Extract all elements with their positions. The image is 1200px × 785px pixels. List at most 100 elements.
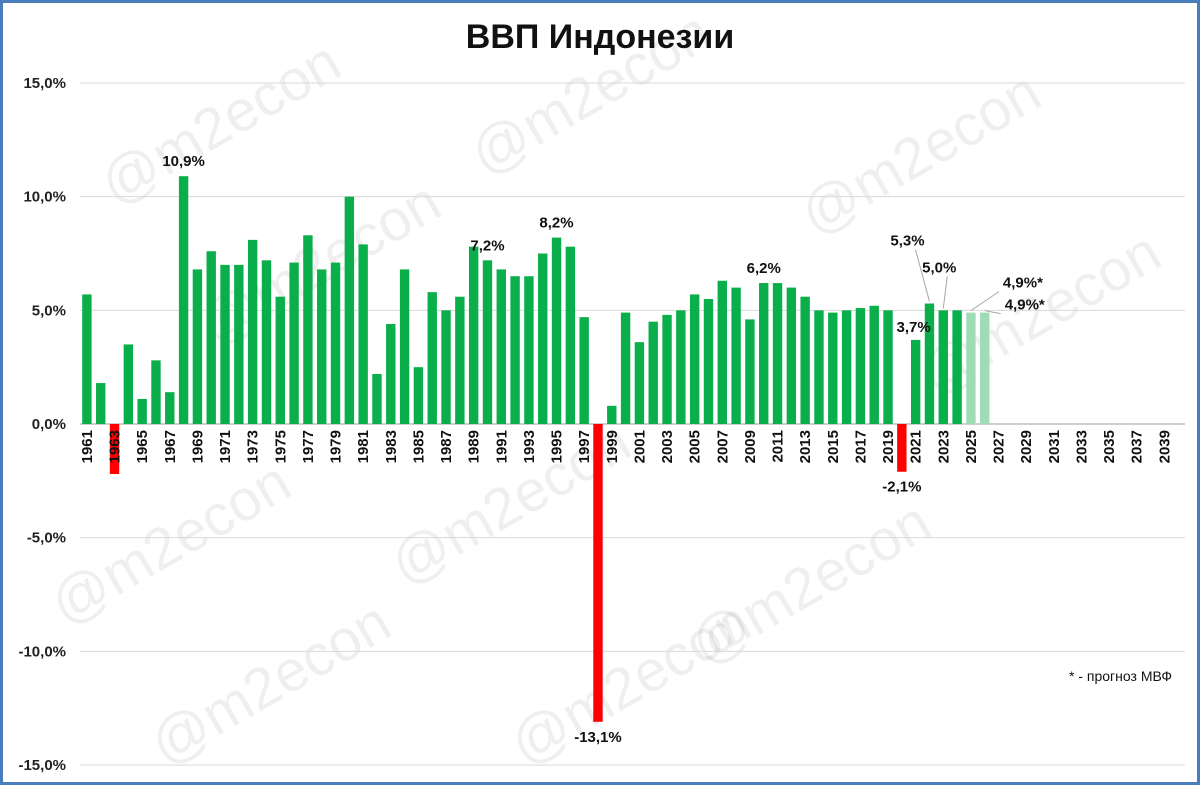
x-tick-label: 2029 xyxy=(1018,430,1035,463)
gdp-bar xyxy=(662,314,672,424)
gdp-bar xyxy=(814,310,824,424)
gdp-bar xyxy=(427,292,437,424)
gdp-bar xyxy=(800,296,810,424)
x-tick-label: 2015 xyxy=(825,430,842,463)
gdp-bar xyxy=(358,244,368,424)
x-tick-label: 2027 xyxy=(991,430,1008,463)
gdp-bar xyxy=(897,424,907,472)
watermark-text: @m2econ xyxy=(789,59,1051,248)
gdp-bar xyxy=(344,196,355,424)
gdp-bar xyxy=(648,321,658,424)
y-tick-label: 15,0% xyxy=(23,75,66,92)
watermark-text: @m2econ xyxy=(39,449,301,638)
x-tick-label: 1977 xyxy=(300,430,317,463)
x-tick-label: 1967 xyxy=(162,430,179,463)
gdp-bar xyxy=(303,235,313,424)
x-tick-label: 2005 xyxy=(687,430,704,463)
x-tick-label: 2003 xyxy=(659,430,676,463)
x-tick-label: 1995 xyxy=(549,430,566,463)
x-tick-label: 2011 xyxy=(770,430,787,463)
gdp-bar xyxy=(482,260,493,424)
watermark-text: @m2econ xyxy=(139,589,401,778)
y-tick-label: -5,0% xyxy=(27,530,66,547)
x-tick-label: 1965 xyxy=(134,430,151,463)
gdp-bar xyxy=(717,280,727,424)
gdp-bar xyxy=(703,298,714,424)
x-tick-label: 2017 xyxy=(852,430,869,463)
gdp-bar xyxy=(330,262,341,424)
gdp-bar xyxy=(869,305,879,424)
x-tick-label: 2031 xyxy=(1046,430,1063,463)
label-leader-line xyxy=(984,310,1001,315)
gdp-bar xyxy=(855,308,866,424)
x-tick-label: 1983 xyxy=(383,430,400,463)
x-tick-label: 2023 xyxy=(935,430,952,463)
gdp-bar xyxy=(123,344,134,424)
gdp-bar xyxy=(206,251,216,424)
gdp-bar xyxy=(234,264,244,424)
gdp-bar xyxy=(828,312,838,424)
gdp-bar xyxy=(165,392,175,424)
gdp-bar xyxy=(386,323,396,424)
x-tick-label: 1985 xyxy=(410,430,427,463)
x-tick-label: 1973 xyxy=(245,430,262,463)
gdp-bar xyxy=(883,310,893,424)
gdp-bar xyxy=(178,176,189,424)
gdp-bar xyxy=(910,339,921,424)
x-tick-label: 1999 xyxy=(604,430,621,463)
x-tick-label: 1961 xyxy=(79,430,96,463)
gdp-bar xyxy=(372,373,382,424)
gdp-bar xyxy=(524,276,534,424)
x-tick-label: 2009 xyxy=(742,430,759,463)
gdp-bar xyxy=(924,303,935,424)
x-tick-label: 2035 xyxy=(1101,430,1118,463)
y-tick-label: 5,0% xyxy=(32,302,66,319)
x-tick-label: 2013 xyxy=(797,430,814,463)
x-tick-label: 1997 xyxy=(576,430,593,463)
x-tick-label: 2019 xyxy=(880,430,897,463)
x-tick-label: 1975 xyxy=(272,430,289,463)
y-tick-label: 10,0% xyxy=(23,189,66,206)
x-tick-label: 1969 xyxy=(189,430,206,463)
data-label: 6,2% xyxy=(747,260,781,277)
watermark-text: @m2econ xyxy=(89,29,351,218)
gdp-bar xyxy=(275,296,285,424)
chart-title: ВВП Индонезии xyxy=(465,18,735,56)
x-tick-label: 2033 xyxy=(1073,430,1090,463)
forecast-footnote: * - прогноз МВФ xyxy=(1069,668,1172,684)
gdp-bar xyxy=(565,246,576,424)
gdp-bar xyxy=(772,283,783,424)
gdp-bar xyxy=(192,269,203,424)
forecast-bar xyxy=(966,312,976,424)
y-tick-label: -10,0% xyxy=(18,643,66,660)
x-tick-label: 2025 xyxy=(963,430,980,463)
data-label: 5,3% xyxy=(890,233,924,250)
labels-layer: 1961 1963 1965 1967 1969 1971 1973 1975 1977 1979… xyxy=(79,153,1173,746)
gdp-bar xyxy=(261,260,272,424)
data-label: 7,2% xyxy=(470,237,504,254)
gdp-bar xyxy=(786,287,797,424)
gdp-bar xyxy=(938,310,948,424)
data-label: -13,1% xyxy=(574,729,622,746)
x-tick-label: 1979 xyxy=(328,430,345,463)
data-label: 10,9% xyxy=(162,153,205,170)
x-tick-label: 1989 xyxy=(466,430,483,463)
gdp-bar xyxy=(247,239,258,424)
gdp-bar xyxy=(455,296,465,424)
gdp-bar xyxy=(579,317,589,424)
gdp-bar xyxy=(841,310,852,424)
watermark-text: @m2econ xyxy=(459,0,721,188)
x-tick-label: 1993 xyxy=(521,430,538,463)
gdp-bar xyxy=(96,383,106,424)
gdp-bar xyxy=(538,253,548,424)
gdp-bar xyxy=(413,367,424,424)
x-tick-label: 2007 xyxy=(714,430,731,463)
gdp-bar xyxy=(151,360,161,424)
label-leader-line xyxy=(914,249,930,302)
gdp-bar xyxy=(510,276,520,424)
gdp-bar xyxy=(731,287,741,424)
gdp-bar xyxy=(745,319,755,424)
gdp-bar xyxy=(620,312,631,424)
x-tick-label: 1987 xyxy=(438,430,455,463)
